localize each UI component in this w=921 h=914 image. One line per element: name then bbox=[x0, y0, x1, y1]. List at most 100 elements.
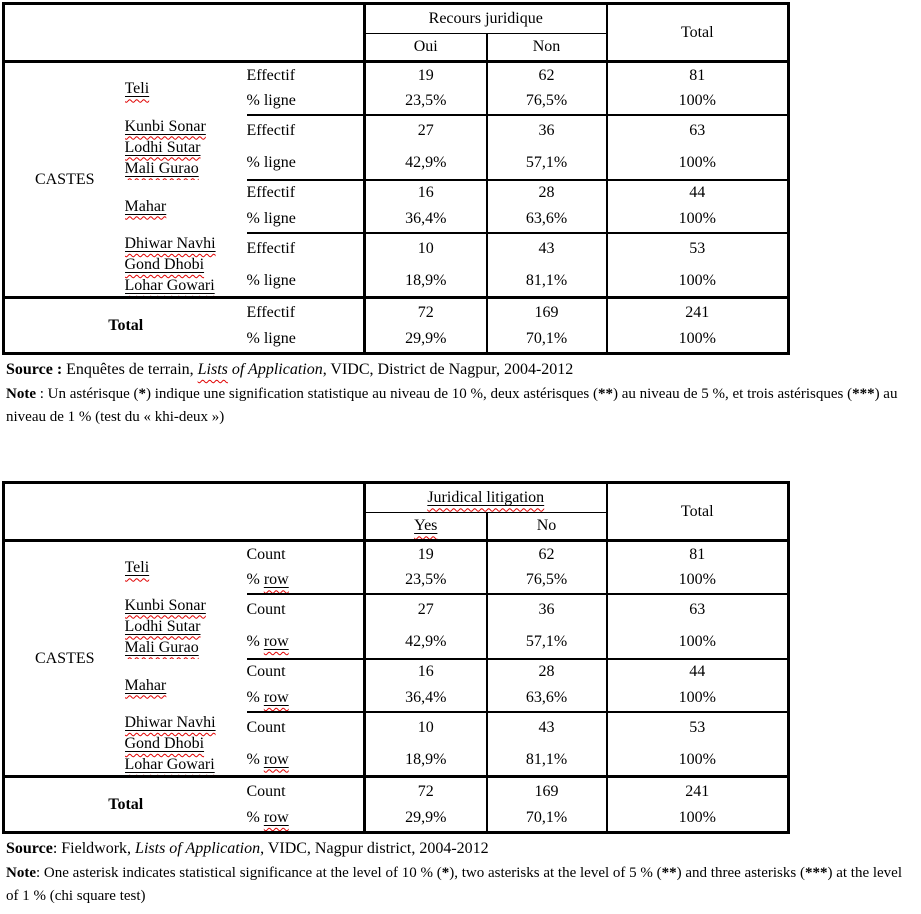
count-cell: 63 bbox=[605, 114, 789, 147]
pct-value: 36,4% bbox=[405, 209, 447, 227]
pct-cell: 18,9% bbox=[363, 743, 487, 777]
fr-measure-label: % ligne bbox=[246, 88, 365, 116]
en-caste-name: Mahar bbox=[124, 676, 167, 694]
fr-total-header-label: Total bbox=[680, 23, 714, 41]
fr-note-text: ) au niveau de 5 %, et trois astérisques… bbox=[612, 386, 853, 402]
fr-note-label: Note bbox=[6, 386, 36, 402]
fr-castes-axis-label: CASTES bbox=[34, 170, 95, 188]
fr-col-header-no: Non bbox=[487, 34, 607, 62]
pct-cell: 100% bbox=[605, 146, 789, 181]
french-crosstab-table: Recours juridique Total Oui Non CASTES T… bbox=[2, 2, 791, 355]
fr-total-row-label: Total bbox=[108, 316, 144, 334]
en-castes-axis-cell: CASTES bbox=[3, 539, 125, 777]
count-value: 241 bbox=[685, 782, 710, 800]
pct-value: 23,5% bbox=[405, 92, 447, 110]
pct-value: 81,1% bbox=[525, 750, 568, 768]
count-value: 19 bbox=[417, 546, 434, 564]
count-value: 169 bbox=[534, 303, 559, 321]
count-value: 53 bbox=[689, 240, 706, 258]
count-cell: 44 bbox=[605, 658, 789, 685]
fr-yes-label: Oui bbox=[413, 38, 438, 56]
pct-cell: 36,4% bbox=[363, 684, 487, 713]
fr-source-line: Source : Enquêtes de terrain, Lists of A… bbox=[6, 360, 921, 380]
asterisks: *** bbox=[804, 865, 828, 881]
count-cell: 241 bbox=[605, 775, 789, 805]
pct-cell: 70,1% bbox=[485, 804, 607, 833]
pct-cell: 100% bbox=[605, 804, 789, 833]
count-cell: 72 bbox=[363, 296, 487, 326]
en-caste-cell-mahar: Mahar bbox=[125, 659, 247, 712]
asterisk: * bbox=[441, 865, 450, 881]
pct-cell: 42,9% bbox=[363, 625, 487, 660]
pct-value: 70,1% bbox=[525, 330, 568, 348]
count-value: 72 bbox=[417, 782, 434, 800]
count-value: 63 bbox=[689, 122, 706, 140]
pct-cell: 100% bbox=[605, 264, 789, 298]
en-group-header-label: Juridical litigation bbox=[427, 489, 545, 507]
pct-value: 42,9% bbox=[405, 153, 447, 171]
en-measure-label: % row bbox=[246, 684, 365, 713]
en-source-label: Source bbox=[6, 840, 53, 857]
en-castes-axis-label: CASTES bbox=[34, 649, 95, 667]
count-cell: 36 bbox=[485, 114, 607, 147]
fr-pct-label: % ligne bbox=[246, 209, 296, 227]
count-cell: 27 bbox=[363, 593, 487, 626]
pct-value: 29,9% bbox=[405, 330, 447, 348]
pct-value: 29,9% bbox=[405, 809, 447, 827]
count-value: 16 bbox=[417, 663, 434, 681]
en-pct-prefix: % bbox=[246, 809, 264, 827]
pct-value: 100% bbox=[678, 153, 716, 171]
en-pct-prefix: % bbox=[246, 571, 264, 589]
en-corner-blank-cell bbox=[3, 482, 366, 541]
count-cell: 62 bbox=[485, 539, 607, 568]
fr-measure-label: Effectif bbox=[247, 233, 365, 265]
pct-value: 81,1% bbox=[525, 271, 568, 289]
pct-cell: 100% bbox=[605, 684, 789, 713]
count-value: 44 bbox=[689, 184, 706, 202]
en-yes-label: Yes bbox=[414, 517, 438, 535]
pct-value: 70,1% bbox=[525, 809, 568, 827]
en-source-italic-title: Lists of Application bbox=[135, 840, 261, 857]
count-cell: 81 bbox=[605, 539, 789, 568]
fr-source-italic-rest: of Application bbox=[227, 361, 323, 378]
fr-note-text: ) au niveau de 1 % (test du « khi-deux »… bbox=[6, 386, 898, 425]
count-value: 43 bbox=[538, 240, 555, 258]
count-value: 62 bbox=[538, 67, 555, 85]
pct-value: 100% bbox=[678, 271, 716, 289]
asterisk: * bbox=[138, 386, 146, 402]
pct-cell: 100% bbox=[605, 325, 789, 354]
count-cell: 241 bbox=[605, 296, 789, 326]
en-measure-label: % row bbox=[247, 805, 365, 833]
en-pct-prefix: % bbox=[246, 750, 264, 768]
asterisks: *** bbox=[852, 386, 875, 402]
en-group-header-cell: Juridical litigation bbox=[364, 482, 607, 513]
count-cell: 27 bbox=[363, 114, 487, 147]
fr-caste-cell-teli: Teli bbox=[124, 60, 247, 115]
en-pct-prefix: % bbox=[246, 688, 264, 706]
count-cell: 43 bbox=[485, 232, 607, 265]
en-measure-label: % row bbox=[246, 625, 365, 660]
count-cell: 28 bbox=[485, 179, 607, 206]
en-note-sep: : bbox=[36, 865, 44, 881]
fr-caste-name: Teli bbox=[124, 80, 150, 98]
pct-cell: 70,1% bbox=[485, 325, 607, 354]
en-count-label: Count bbox=[246, 663, 286, 681]
fr-pct-label: % ligne bbox=[246, 153, 296, 171]
en-source-pre: Fieldwork, bbox=[61, 840, 136, 857]
fr-measure-label: % ligne bbox=[247, 265, 365, 298]
count-value: 62 bbox=[538, 546, 555, 564]
en-caste-name: Kunbi Sonar bbox=[124, 596, 206, 614]
en-pct-word: row bbox=[263, 688, 289, 706]
fr-measure-label: % ligne bbox=[246, 146, 365, 181]
en-source-line: Source: Fieldwork, Lists of Application,… bbox=[6, 839, 921, 859]
fr-source-label: Source : bbox=[6, 361, 63, 378]
en-source-post: , VIDC, Nagpur district, 2004-2012 bbox=[260, 840, 489, 857]
en-caste-name: Teli bbox=[124, 559, 150, 577]
fr-source-italic-title: Lists bbox=[197, 361, 228, 378]
en-measure-label: Count bbox=[246, 539, 365, 568]
count-value: 44 bbox=[689, 663, 706, 681]
en-note-text: One asterisk indicates statistical signi… bbox=[43, 865, 442, 881]
pct-cell: 100% bbox=[605, 205, 789, 234]
pct-cell: 57,1% bbox=[485, 625, 607, 660]
pct-cell: 18,9% bbox=[363, 264, 487, 298]
